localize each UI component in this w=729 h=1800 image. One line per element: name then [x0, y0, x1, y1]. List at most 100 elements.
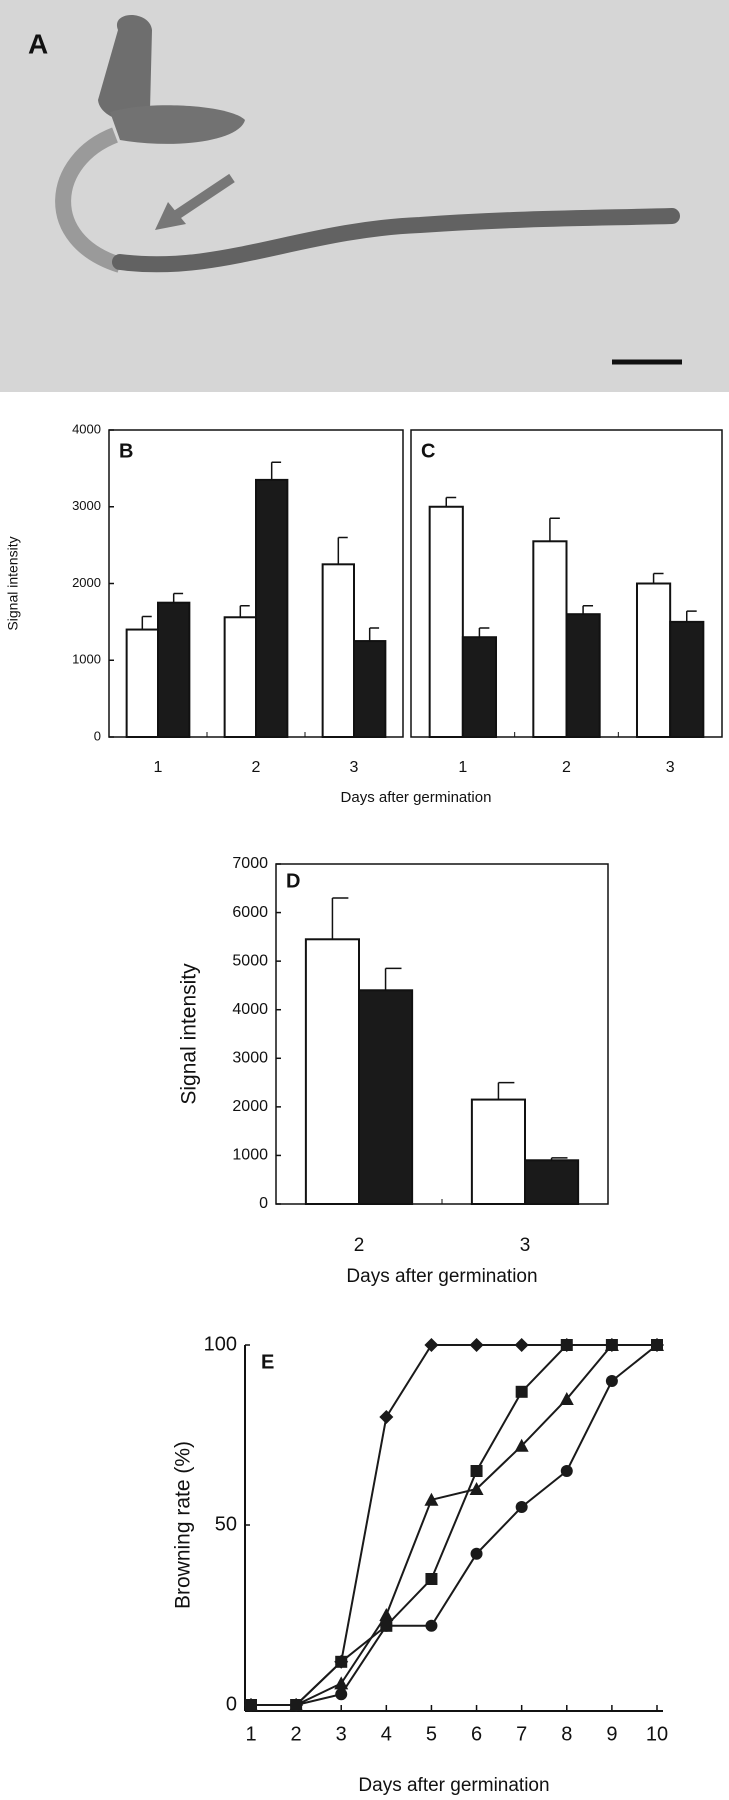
error-bar — [172, 592, 184, 603]
bar — [125, 628, 159, 738]
y-tick-label: 4000 — [232, 1001, 268, 1018]
marker — [380, 1619, 393, 1632]
error-bar — [497, 1081, 515, 1100]
x-tick-label: 2 — [252, 759, 261, 776]
series-line — [251, 1344, 658, 1706]
photo-background — [0, 0, 729, 392]
error-bar — [270, 461, 282, 480]
marker — [651, 1339, 663, 1351]
y-tick-label: 6000 — [232, 904, 268, 921]
x-tick-label: 1 — [245, 1723, 256, 1745]
chart-panel: 0 50 100 E Browning rate (%) Days after germi… — [172, 1333, 669, 1796]
marker — [334, 1676, 349, 1690]
y-tick-label: 5000 — [232, 952, 268, 969]
y-axis-label: Signal intensity — [178, 963, 201, 1105]
marker — [470, 1547, 483, 1560]
marker — [515, 1385, 528, 1398]
x-axis-label: Days after germination — [346, 1266, 537, 1287]
error-bar — [384, 967, 402, 991]
error-bar — [141, 615, 152, 630]
y-tick-label: 2000 — [232, 1098, 268, 1115]
error-bar — [239, 605, 250, 618]
y-tick-label: 50 — [215, 1513, 237, 1535]
marker — [514, 1438, 529, 1452]
panel-label: A — [28, 28, 48, 59]
marker — [335, 1688, 348, 1701]
marker — [560, 1465, 573, 1477]
y-tick-label: 0 — [94, 728, 101, 743]
chart-panel: 0 1000 2000 3000 4000 5000 6000 7000 D Signal int… — [178, 855, 609, 1287]
bar — [255, 478, 289, 738]
error-bar — [549, 517, 560, 542]
marker — [469, 1338, 484, 1352]
x-tick-label: 3 — [336, 1723, 347, 1745]
y-axis-label: Browning rate (%) — [172, 1441, 195, 1609]
x-tick-label: 7 — [516, 1723, 527, 1745]
chart-panel: 0 1000 2000 3000 4000 B Signal intensity Days a… — [5, 421, 492, 806]
y-tick-label: 0 — [259, 1195, 268, 1212]
hypocotyl — [55, 127, 123, 273]
y-tick-label: 0 — [226, 1693, 237, 1715]
marker — [514, 1338, 529, 1352]
bar — [470, 1098, 527, 1205]
bar — [669, 620, 705, 738]
bar — [461, 636, 498, 738]
y-axis-label: Signal intensity — [5, 536, 21, 630]
error-bar — [331, 897, 349, 940]
series-line — [251, 1344, 657, 1706]
panel-label: B — [119, 440, 133, 462]
x-tick-label: 2 — [354, 1235, 365, 1256]
bar — [353, 640, 387, 738]
y-tick-label: 4000 — [72, 421, 101, 436]
marker — [335, 1655, 348, 1668]
bar — [524, 1159, 580, 1206]
cotyledon — [98, 15, 152, 121]
panel-label: D — [286, 870, 300, 892]
error-bar — [478, 627, 490, 638]
bar — [358, 989, 414, 1205]
y-tick-label: 1000 — [72, 652, 101, 667]
marker — [559, 1392, 574, 1405]
y-tick-label: 100 — [204, 1333, 237, 1355]
error-bar — [686, 610, 697, 622]
error-bar — [550, 1157, 568, 1161]
x-axis-label: Days after germination — [341, 789, 492, 806]
y-tick-label: 7000 — [232, 855, 268, 872]
bar — [635, 582, 672, 738]
error-bar — [582, 605, 594, 615]
error-bar — [445, 496, 457, 507]
photo-panel: A — [0, 0, 729, 392]
x-tick-label: 4 — [381, 1723, 392, 1745]
bar — [428, 505, 464, 738]
arrow-shaft — [169, 173, 235, 223]
y-tick-label: 2000 — [72, 575, 101, 590]
bar — [223, 616, 257, 739]
series-line — [251, 1344, 657, 1706]
x-tick-label: 10 — [646, 1723, 668, 1745]
y-tick-label: 3000 — [232, 1050, 268, 1067]
marker — [379, 1608, 394, 1621]
marker — [515, 1501, 528, 1513]
error-bar — [368, 627, 380, 642]
x-tick-label: 9 — [606, 1723, 617, 1745]
x-tick-label: 6 — [471, 1723, 482, 1745]
root — [112, 208, 680, 273]
marker — [245, 1699, 257, 1711]
x-axis-label: Days after germination — [358, 1775, 549, 1796]
panel-label: C — [421, 440, 435, 462]
marker — [425, 1573, 438, 1585]
marker — [425, 1619, 438, 1632]
marker — [290, 1699, 303, 1711]
x-tick-label: 3 — [666, 759, 675, 776]
x-tick-label: 2 — [562, 759, 571, 776]
marker — [604, 1338, 619, 1351]
bar — [304, 938, 361, 1205]
bar — [157, 601, 191, 738]
marker — [379, 1410, 394, 1424]
marker — [470, 1465, 483, 1477]
x-tick-label: 2 — [291, 1723, 302, 1745]
x-tick-label: 8 — [561, 1723, 572, 1745]
chart-panel: C 1 2 3 — [410, 429, 723, 776]
marker — [560, 1339, 573, 1351]
